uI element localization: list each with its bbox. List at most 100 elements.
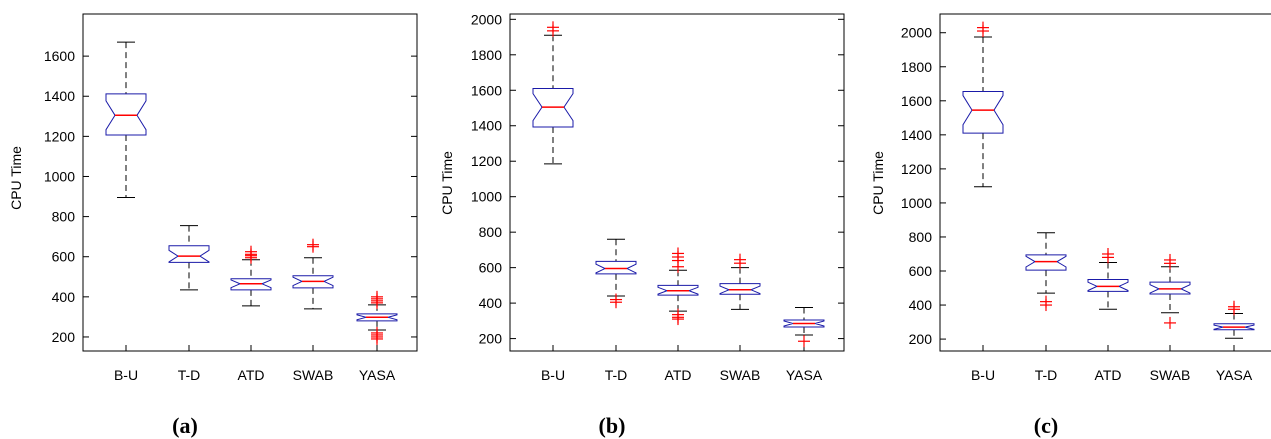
plot-content-a: 200 400 600 800 1000 1200 1400 1600 B-U T-D ATD SWA… bbox=[44, 41, 417, 383]
y-tick-label-b: 600 bbox=[479, 260, 503, 276]
box-b-u-a bbox=[105, 41, 147, 199]
box-swab-b bbox=[719, 253, 761, 310]
y-tick-label-b: 2000 bbox=[471, 11, 502, 27]
y-tick-label-a: 1600 bbox=[44, 48, 75, 64]
y-tick-label-a: 1200 bbox=[44, 128, 75, 144]
y-tick-label-c: 600 bbox=[909, 263, 933, 279]
notched-box bbox=[595, 260, 637, 275]
outlier-marker bbox=[1040, 295, 1052, 308]
x-tick-label-a: ATD bbox=[238, 367, 265, 383]
outlier-marker bbox=[672, 308, 684, 321]
x-tick-label-b: ATD bbox=[665, 367, 692, 383]
panel-caption-c: (c) bbox=[1034, 413, 1058, 438]
notched-box bbox=[719, 283, 761, 295]
box-t-d-b bbox=[595, 238, 637, 309]
notched-box bbox=[1025, 254, 1067, 271]
y-tick-label-c: 800 bbox=[909, 229, 933, 245]
y-axis-label-b: CPU Time bbox=[439, 151, 455, 215]
notched-box bbox=[532, 87, 574, 128]
y-tick-label-a: 1000 bbox=[44, 168, 75, 184]
box-yasa-a bbox=[356, 290, 398, 345]
y-tick-label-b: 200 bbox=[479, 331, 503, 347]
outlier-marker bbox=[1228, 300, 1240, 313]
notched-box bbox=[783, 319, 825, 328]
outlier-marker bbox=[1164, 253, 1176, 266]
y-axis-label-c: CPU Time bbox=[870, 151, 886, 215]
notched-box bbox=[356, 313, 398, 322]
x-tick-label-c: ATD bbox=[1095, 367, 1122, 383]
outlier-marker bbox=[977, 21, 989, 34]
notched-box bbox=[962, 90, 1004, 134]
y-tick-label-b: 1600 bbox=[471, 82, 502, 98]
notched-box bbox=[657, 284, 699, 296]
x-tick-label-c: YASA bbox=[1216, 367, 1253, 383]
notched-box bbox=[168, 245, 210, 263]
x-tick-label-b: SWAB bbox=[720, 367, 761, 383]
x-tick-label-a: SWAB bbox=[293, 367, 334, 383]
panel-caption-a: (a) bbox=[172, 413, 198, 438]
outlier-marker bbox=[371, 290, 383, 303]
y-tick-label-a: 600 bbox=[52, 249, 76, 265]
y-tick-label-b: 1200 bbox=[471, 153, 502, 169]
box-atd-c bbox=[1087, 247, 1129, 310]
y-tick-label-c: 1800 bbox=[901, 59, 932, 75]
outlier-marker bbox=[610, 293, 622, 306]
panel-c: CPU Time 200 400 600 800 1000 1200 1400 1600 180… bbox=[870, 13, 1271, 438]
x-tick-label-a: YASA bbox=[359, 367, 396, 383]
x-tick-label-b: B-U bbox=[541, 367, 565, 383]
plot-frame-c bbox=[939, 13, 1271, 352]
y-tick-label-c: 1000 bbox=[901, 195, 932, 211]
box-t-d-a bbox=[168, 225, 210, 291]
y-tick-label-c: 1600 bbox=[901, 93, 932, 109]
plot-content-c: 200 400 600 800 1000 1200 1400 1600 1800 2000 B-U T… bbox=[901, 21, 1255, 383]
outlier-marker bbox=[371, 326, 383, 339]
y-axis-label-a: CPU Time bbox=[8, 146, 24, 210]
box-b-u-c bbox=[962, 21, 1004, 188]
y-tick-label-b: 1400 bbox=[471, 118, 502, 134]
notched-box bbox=[105, 93, 147, 136]
y-tick-label-b: 800 bbox=[479, 224, 503, 240]
outlier-marker bbox=[245, 245, 257, 258]
notched-box bbox=[1149, 281, 1191, 295]
box-swab-a bbox=[292, 238, 334, 310]
notched-box bbox=[292, 275, 334, 289]
plot-frame-a bbox=[82, 13, 418, 352]
box-t-d-c bbox=[1025, 232, 1067, 312]
y-tick-label-a: 1400 bbox=[44, 88, 75, 104]
y-tick-label-c: 2000 bbox=[901, 25, 932, 41]
outlier-marker bbox=[798, 335, 810, 348]
notched-box bbox=[230, 278, 272, 291]
y-tick-label-c: 400 bbox=[909, 297, 933, 313]
x-tick-label-a: T-D bbox=[178, 367, 201, 383]
x-tick-label-b: T-D bbox=[605, 367, 628, 383]
plot-frame-b bbox=[509, 13, 845, 352]
outlier-marker bbox=[547, 21, 559, 34]
notched-box bbox=[1213, 323, 1255, 331]
y-tick-label-b: 1800 bbox=[471, 47, 502, 63]
outlier-marker bbox=[672, 247, 684, 260]
box-swab-c bbox=[1149, 253, 1191, 329]
box-b-u-b bbox=[532, 21, 574, 165]
x-tick-label-b: YASA bbox=[786, 367, 823, 383]
panel-b: CPU Time 200 400 600 800 1000 1200 1400 1600 180… bbox=[439, 11, 845, 438]
y-tick-label-b: 1000 bbox=[471, 189, 502, 205]
notched-box bbox=[1087, 279, 1129, 292]
plot-content-b: 200 400 600 800 1000 1200 1400 1600 1800 2000 B-U T… bbox=[471, 11, 844, 383]
outlier-marker bbox=[1102, 247, 1114, 260]
y-tick-label-a: 800 bbox=[52, 209, 76, 225]
box-atd-b bbox=[657, 247, 699, 326]
y-tick-label-a: 200 bbox=[52, 329, 76, 345]
panel-a: CPU Time 200 400 600 800 1000 1200 1400 1600 B-U… bbox=[8, 13, 418, 438]
y-tick-label-c: 1200 bbox=[901, 161, 932, 177]
box-atd-a bbox=[230, 245, 272, 307]
x-tick-label-c: B-U bbox=[971, 367, 995, 383]
x-tick-label-a: B-U bbox=[114, 367, 138, 383]
outlier-marker bbox=[734, 253, 746, 266]
y-tick-label-a: 400 bbox=[52, 289, 76, 305]
outlier-marker bbox=[1164, 316, 1176, 329]
y-tick-label-c: 1400 bbox=[901, 127, 932, 143]
x-tick-label-c: SWAB bbox=[1150, 367, 1191, 383]
outlier-marker bbox=[307, 238, 319, 251]
y-tick-label-b: 400 bbox=[479, 295, 503, 311]
